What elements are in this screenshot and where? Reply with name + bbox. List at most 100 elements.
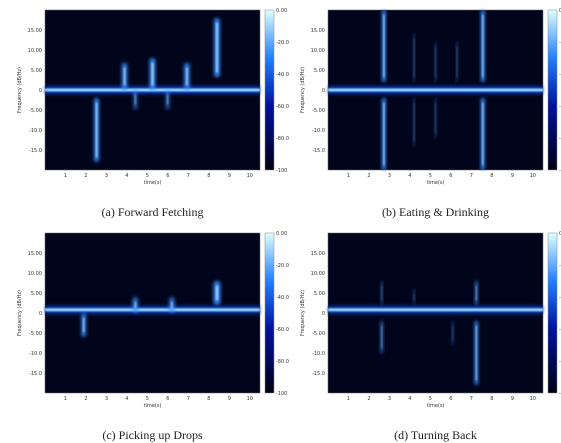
y-tick-label: -5.00	[29, 331, 42, 337]
colorbar-tick-label: -60.0	[559, 327, 561, 333]
colorbar-tick-label: -40.0	[559, 72, 561, 78]
y-tick-label: 5.00	[314, 291, 325, 297]
x-tick-label: 10	[530, 396, 536, 402]
colorbar-tick-label: -60.0	[276, 327, 289, 333]
y-tick-label: 5.00	[31, 68, 42, 74]
colorbar	[547, 9, 558, 171]
y-tick-label: -10.0	[312, 351, 325, 357]
doppler-core	[134, 301, 137, 309]
colorbar-tick-label: -20.0	[276, 40, 289, 46]
x-tick-label: 6	[449, 396, 452, 402]
carrier-line	[45, 308, 260, 312]
doppler-core	[166, 94, 169, 105]
doppler-core	[123, 67, 126, 86]
y-tick-label: 10.00	[311, 48, 325, 54]
spectrogram-features	[328, 281, 543, 385]
x-tick-label: 5	[146, 396, 149, 402]
x-tick-label: 6	[449, 173, 452, 179]
doppler-core	[151, 62, 154, 86]
colorbar-tick-label: -100	[559, 168, 561, 174]
colorbar-tick-label: -80.0	[276, 136, 289, 142]
x-tick-label: 7	[187, 173, 190, 179]
y-tick-label: -10.0	[312, 128, 325, 134]
y-tick-label: 15.00	[28, 28, 42, 34]
x-tick-label: 7	[187, 396, 190, 402]
x-tick-label: 5	[146, 173, 149, 179]
colorbar-tick-label: -40.0	[276, 295, 289, 301]
y-axis-label: Frequency (dB/Hz)	[17, 290, 23, 336]
y-tick-label: 0	[322, 88, 325, 94]
doppler-core	[413, 293, 415, 301]
x-tick-label: 5	[429, 396, 432, 402]
y-tick-label: 0	[322, 311, 325, 317]
doppler-core	[381, 325, 383, 349]
y-tick-label: 10.00	[28, 48, 42, 54]
y-tick-label: 0	[39, 311, 42, 317]
doppler-core	[413, 38, 415, 78]
doppler-core	[134, 94, 137, 105]
doppler-core	[435, 46, 436, 78]
x-tick-label: 9	[228, 396, 231, 402]
doppler-core	[482, 102, 484, 166]
caption: (c) Picking up Drops	[102, 428, 203, 442]
x-tick-label: 10	[247, 173, 253, 179]
x-tick-label: 10	[530, 173, 536, 179]
x-tick-label: 9	[511, 396, 514, 402]
y-tick-label: 10.00	[311, 271, 325, 277]
colorbar	[547, 232, 558, 394]
x-tick-label: 4	[408, 173, 411, 179]
colorbar-tick-label: -20.0	[559, 40, 561, 46]
y-tick-label: 5.00	[314, 68, 325, 74]
y-tick-label: -5.00	[312, 108, 325, 114]
doppler-core	[185, 67, 189, 86]
x-tick-label: 6	[166, 173, 169, 179]
colorbar-tick-label: -100	[276, 391, 287, 397]
x-tick-label: 5	[429, 173, 432, 179]
colorbar	[264, 232, 275, 394]
doppler-core	[215, 285, 219, 301]
x-tick-label: 10	[247, 396, 253, 402]
y-axis-label: Frequency (dB/Hz)	[300, 67, 306, 113]
colorbar-tick-label: -80.0	[559, 359, 561, 365]
colorbar-tick-label: -40.0	[559, 295, 561, 301]
colorbar-tick-label: 0.00	[559, 8, 561, 14]
x-tick-label: 4	[125, 396, 128, 402]
doppler-core	[95, 102, 98, 158]
doppler-core	[452, 325, 454, 341]
y-tick-label: 15.00	[28, 251, 42, 257]
y-tick-label: 0	[39, 88, 42, 94]
colorbar-tick-label: 0.00	[559, 231, 561, 237]
x-axis-label: time(s)	[144, 180, 162, 186]
x-tick-label: 9	[511, 173, 514, 179]
y-tick-label: -15.0	[29, 148, 42, 154]
y-tick-label: -10.0	[29, 351, 42, 357]
y-tick-label: -5.00	[312, 331, 325, 337]
doppler-core	[170, 301, 174, 309]
x-tick-label: 9	[228, 173, 231, 179]
spectrogram-features	[45, 18, 260, 162]
colorbar-tick-label: -80.0	[559, 136, 561, 142]
x-tick-label: 1	[347, 396, 350, 402]
doppler-core	[456, 46, 458, 78]
x-tick-label: 1	[347, 173, 350, 179]
y-axis-label: Frequency (dB/Hz)	[17, 67, 23, 113]
colorbar-tick-label: 0.00	[276, 231, 287, 237]
x-tick-label: 2	[84, 396, 87, 402]
y-tick-label: 5.00	[31, 291, 42, 297]
x-tick-label: 1	[64, 173, 67, 179]
x-axis-label: time(s)	[144, 403, 162, 409]
x-axis-label: time(s)	[427, 180, 445, 186]
colorbar-tick-label: -40.0	[276, 72, 289, 78]
x-tick-label: 2	[367, 173, 370, 179]
colorbar-tick-label: -100	[559, 391, 561, 397]
x-tick-label: 4	[125, 173, 128, 179]
doppler-core	[475, 325, 478, 381]
y-tick-label: 15.00	[311, 28, 325, 34]
y-tick-label: -15.0	[312, 371, 325, 377]
doppler-core	[482, 14, 484, 78]
colorbar-tick-label: -80.0	[276, 359, 289, 365]
doppler-core	[383, 102, 385, 166]
x-tick-label: 7	[470, 396, 473, 402]
doppler-core	[82, 317, 85, 333]
